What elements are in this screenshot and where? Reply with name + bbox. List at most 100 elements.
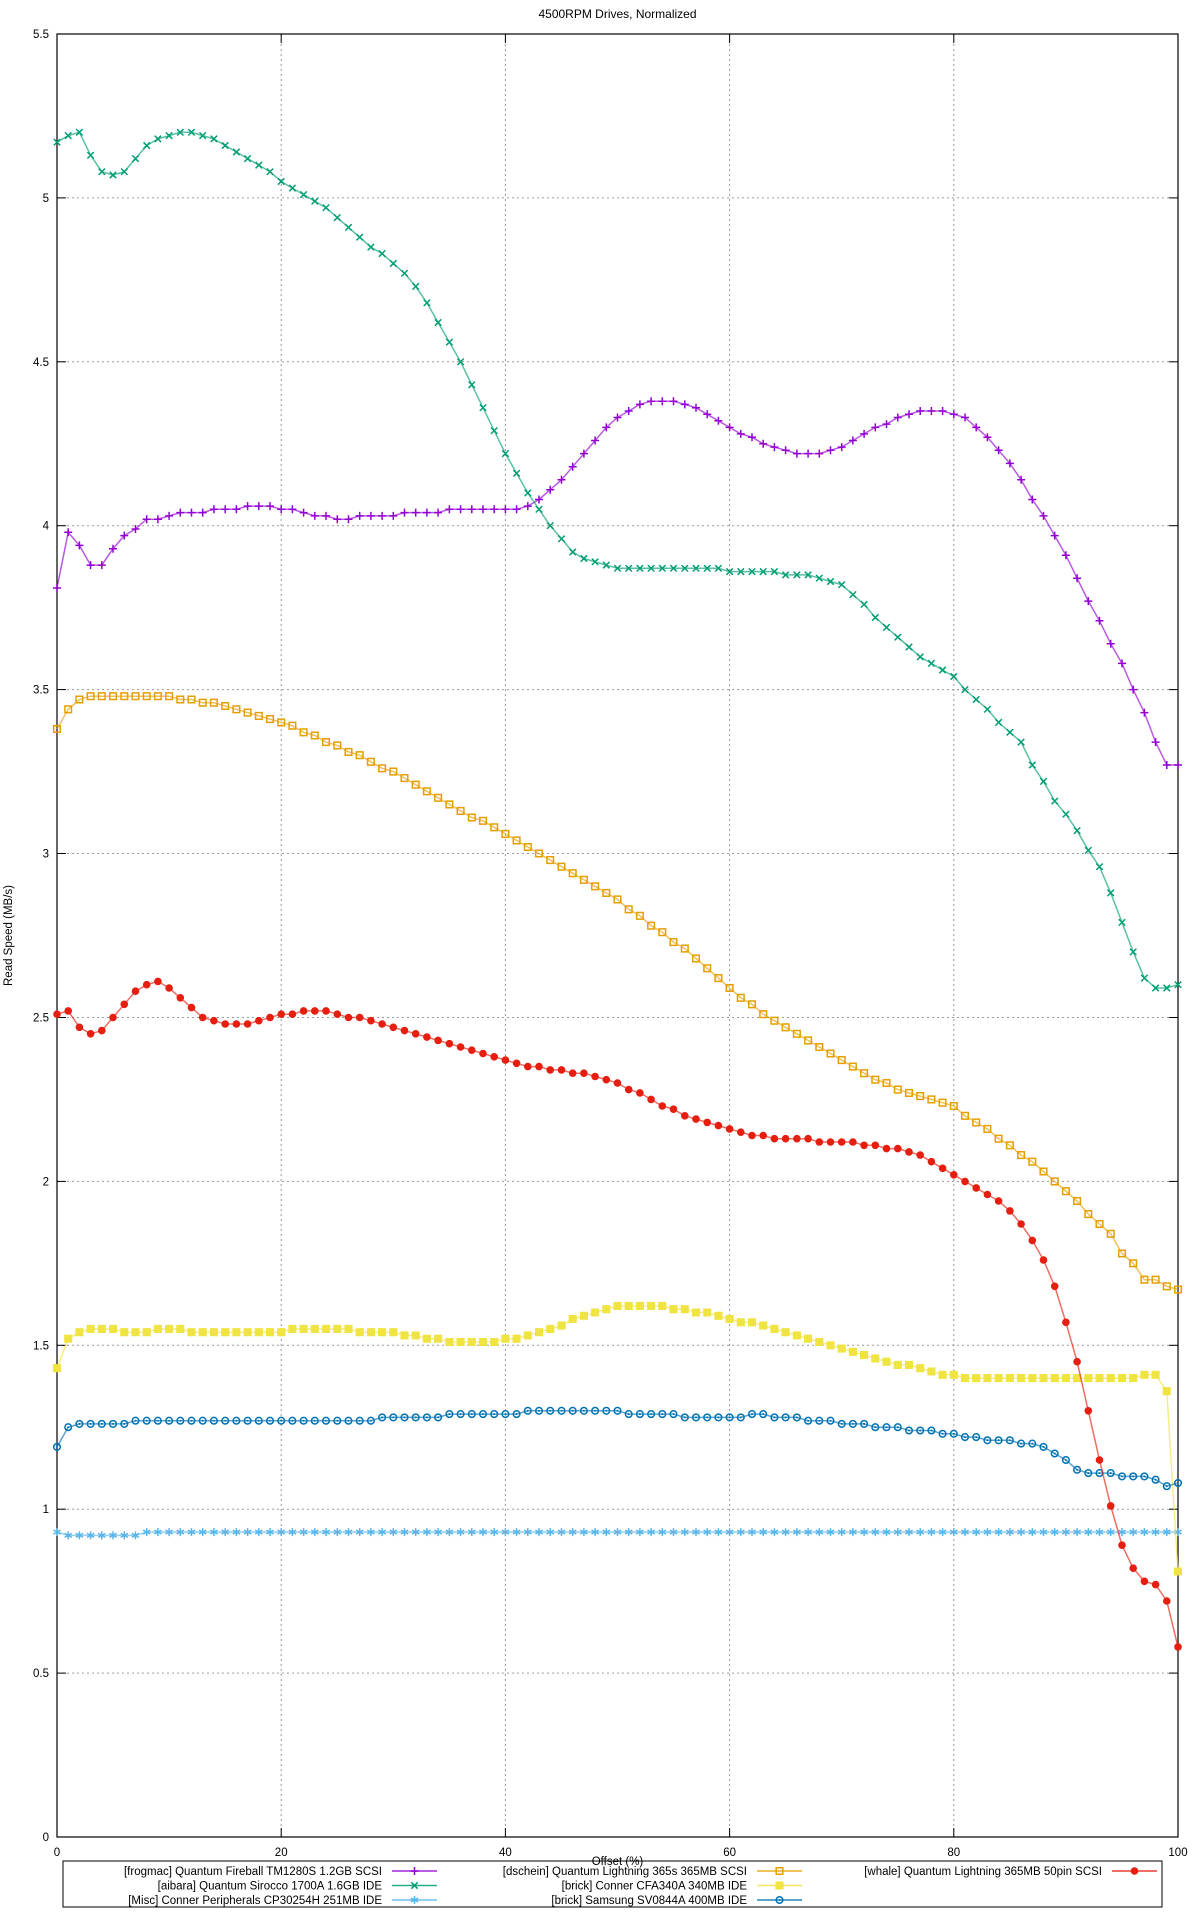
marker-circle-dot-icon bbox=[224, 1419, 227, 1422]
marker-square-filled-icon bbox=[52, 1301, 1183, 1576]
marker-circle-open-icon bbox=[310, 1416, 319, 1425]
marker-circle-open-icon bbox=[209, 1416, 218, 1425]
marker-circle-open-icon bbox=[1117, 1472, 1127, 1481]
marker-circle-filled-icon bbox=[669, 1105, 678, 1113]
marker-circle-filled-icon bbox=[1028, 1236, 1037, 1245]
marker-circle-open-icon bbox=[635, 1410, 644, 1419]
marker-circle-open-icon bbox=[52, 1442, 62, 1451]
marker-circle-filled-icon bbox=[176, 994, 185, 1002]
series-frogmac-quantum-fireball bbox=[53, 397, 1182, 769]
marker-circle-open-icon bbox=[747, 1410, 757, 1419]
marker-circle-filled-icon bbox=[681, 1112, 689, 1120]
y-tick-label: 4.5 bbox=[33, 357, 49, 369]
x-tick-label: 0 bbox=[54, 1847, 60, 1859]
marker-circle-open-icon bbox=[422, 1413, 431, 1422]
marker-circle-filled-icon bbox=[815, 1138, 824, 1146]
marker-square-open-icon bbox=[52, 692, 1183, 1294]
marker-circle-dot-icon bbox=[672, 1413, 675, 1416]
marker-circle-filled-icon bbox=[759, 1131, 767, 1140]
legend-label: [brick] Conner CFA340A 340MB IDE bbox=[562, 1881, 748, 1893]
marker-circle-open-icon bbox=[1173, 1478, 1183, 1488]
marker-circle-open-icon bbox=[389, 1413, 398, 1422]
marker-circle-dot-icon bbox=[482, 1413, 484, 1416]
marker-circle-dot-icon bbox=[795, 1416, 798, 1419]
marker-circle-filled-icon bbox=[243, 1020, 252, 1028]
marker-circle-filled-icon bbox=[703, 1118, 711, 1127]
marker-circle-dot-icon bbox=[100, 1422, 103, 1425]
marker-circle-dot-icon bbox=[594, 1409, 597, 1412]
x-axis-label: Offset (%) bbox=[592, 1856, 644, 1868]
legend-label: [Misc] Conner Peripherals CP30254H 251MB… bbox=[128, 1895, 382, 1907]
legend-entry-misc-conner-cp30254h: [Misc] Conner Peripherals CP30254H 251MB… bbox=[128, 1895, 437, 1907]
marker-circle-filled-icon bbox=[826, 1138, 835, 1146]
marker-circle-filled-icon bbox=[389, 1023, 398, 1032]
y-tick-label: 4 bbox=[43, 521, 50, 533]
marker-circle-open-icon bbox=[949, 1429, 958, 1438]
marker-circle-dot-icon bbox=[112, 1422, 114, 1425]
marker-circle-dot-icon bbox=[571, 1409, 574, 1412]
marker-circle-open-icon bbox=[972, 1433, 981, 1442]
marker-circle-dot-icon bbox=[257, 1419, 260, 1422]
marker-circle-open-icon bbox=[165, 1416, 174, 1425]
marker-circle-dot-icon bbox=[1165, 1485, 1168, 1488]
marker-circle-filled-icon bbox=[905, 1148, 913, 1156]
marker-circle-open-icon bbox=[1039, 1442, 1048, 1451]
marker-circle-open-icon bbox=[994, 1436, 1003, 1445]
legend-box bbox=[62, 1860, 1163, 1908]
marker-circle-dot-icon bbox=[369, 1419, 372, 1422]
y-tick-label: 5.5 bbox=[33, 29, 49, 41]
marker-circle-dot-icon bbox=[638, 1413, 641, 1416]
marker-circle-open-icon bbox=[591, 1406, 600, 1415]
marker-circle-dot-icon bbox=[313, 1419, 316, 1422]
x-tick-label: 100 bbox=[1168, 1847, 1187, 1859]
marker-circle-filled-icon bbox=[568, 1069, 577, 1077]
marker-circle-dot-icon bbox=[975, 1436, 978, 1439]
marker-circle-dot-icon bbox=[784, 1416, 787, 1419]
marker-circle-dot-icon bbox=[1121, 1475, 1123, 1478]
marker-circle-filled-icon bbox=[423, 1033, 431, 1041]
marker-circle-open-icon bbox=[882, 1423, 891, 1432]
y-tick-label: 2 bbox=[43, 1176, 49, 1188]
marker-circle-filled-icon bbox=[692, 1115, 700, 1123]
marker-circle-open-icon bbox=[366, 1416, 375, 1425]
marker-circle-filled-icon bbox=[591, 1072, 599, 1081]
legend: [frogmac] Quantum Fireball TM1280S 1.2GB… bbox=[62, 1860, 1163, 1908]
marker-circle-dot-icon bbox=[504, 1413, 507, 1416]
marker-circle-filled-icon bbox=[1106, 1502, 1115, 1510]
marker-circle-dot-icon bbox=[807, 1419, 810, 1422]
marker-circle-dot-icon bbox=[448, 1413, 451, 1416]
marker-circle-dot-icon bbox=[941, 1432, 944, 1435]
marker-circle-filled-icon bbox=[64, 1007, 72, 1015]
marker-circle-dot-icon bbox=[403, 1416, 406, 1419]
marker-circle-dot-icon bbox=[470, 1413, 473, 1416]
marker-circle-dot-icon bbox=[582, 1409, 585, 1412]
marker-circle-filled-icon bbox=[333, 1010, 342, 1018]
x-tick-label: 20 bbox=[275, 1847, 288, 1859]
marker-circle-open-icon bbox=[321, 1416, 331, 1425]
marker-circle-filled-icon bbox=[355, 1013, 364, 1022]
marker-circle-filled-icon bbox=[165, 984, 173, 992]
marker-circle-filled-icon bbox=[490, 1053, 499, 1061]
y-tick-label: 2.5 bbox=[33, 1013, 49, 1025]
marker-circle-filled-icon bbox=[972, 1184, 980, 1192]
marker-circle-open-icon bbox=[1140, 1472, 1149, 1481]
marker-circle-open-icon bbox=[736, 1413, 745, 1422]
marker-circle-open-icon bbox=[1005, 1436, 1014, 1445]
legend-entry-aibara-quantum-sirocco: [aibara] Quantum Sirocco 1700A 1.6GB IDE bbox=[158, 1881, 437, 1893]
chart-title: 4500RPM Drives, Normalized bbox=[538, 7, 696, 21]
marker-circle-open-icon bbox=[176, 1416, 185, 1425]
marker-circle-open-icon bbox=[120, 1419, 129, 1428]
marker-circle-dot-icon bbox=[425, 1416, 428, 1419]
marker-circle-dot-icon bbox=[650, 1413, 653, 1416]
marker-circle-open-icon bbox=[647, 1410, 656, 1419]
marker-circle-filled-icon bbox=[468, 1046, 476, 1054]
marker-circle-dot-icon bbox=[952, 1432, 955, 1435]
marker-circle-open-icon bbox=[714, 1413, 723, 1422]
marker-circle-filled-icon bbox=[1118, 1541, 1126, 1549]
series-dschein-quantum-lightning-365s bbox=[52, 692, 1183, 1294]
marker-circle-open-icon bbox=[927, 1426, 936, 1435]
marker-circle-filled-icon bbox=[109, 1013, 117, 1022]
marker-circle-open-icon bbox=[1061, 1455, 1070, 1465]
